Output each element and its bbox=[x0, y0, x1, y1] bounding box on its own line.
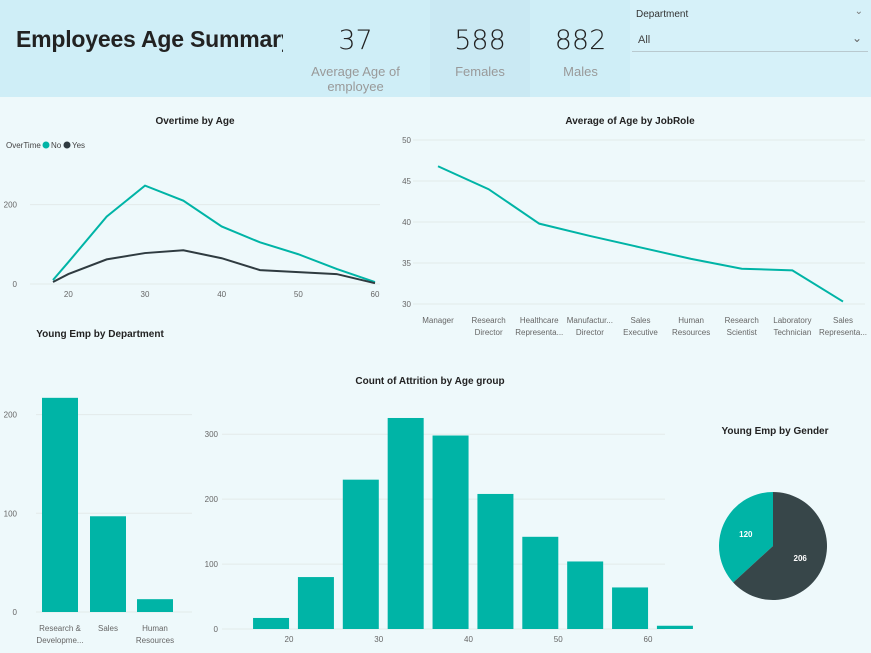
chevron-down-icon: ⌄ bbox=[851, 31, 862, 45]
bar[interactable] bbox=[297, 577, 334, 629]
x-tick-label: Research bbox=[725, 316, 759, 325]
x-tick-label: Scientist bbox=[727, 328, 758, 337]
x-tick-label: Director bbox=[576, 328, 604, 337]
bar[interactable] bbox=[137, 599, 173, 612]
y-tick-label: 100 bbox=[4, 509, 18, 518]
chart-title-overtime: Overtime by Age bbox=[155, 116, 235, 127]
y-tick-label: 100 bbox=[205, 560, 219, 569]
x-tick-label: Resources bbox=[672, 328, 710, 337]
series-line-yes[interactable] bbox=[52, 249, 376, 285]
x-tick-label: Director bbox=[475, 328, 503, 337]
x-tick-label: 60 bbox=[644, 635, 653, 644]
bar[interactable] bbox=[253, 617, 290, 629]
x-tick-label: 50 bbox=[554, 635, 563, 644]
x-tick-label: Sales bbox=[833, 316, 853, 325]
bar[interactable] bbox=[612, 587, 649, 629]
x-tick-label: Manufactur... bbox=[567, 316, 613, 325]
y-tick-label: 0 bbox=[214, 625, 219, 634]
series-line-no[interactable] bbox=[52, 184, 376, 283]
legend-label-no: No bbox=[51, 141, 62, 150]
slicer-label: Department bbox=[636, 9, 689, 20]
y-tick-label: 200 bbox=[4, 201, 18, 210]
y-tick-label: 40 bbox=[402, 218, 411, 227]
department-dropdown[interactable]: All ⌄ bbox=[632, 28, 868, 52]
kpi-females[interactable]: 588 Females bbox=[430, 0, 530, 97]
x-tick-label: Representa... bbox=[819, 328, 867, 337]
y-tick-label: 200 bbox=[205, 495, 219, 504]
y-tick-label: 30 bbox=[402, 300, 411, 309]
x-tick-label: 30 bbox=[141, 290, 150, 299]
x-tick-label: Laboratory bbox=[773, 316, 811, 325]
x-tick-label: 50 bbox=[294, 290, 303, 299]
x-tick-label: Human bbox=[142, 624, 168, 633]
chart-title-jobrole: Average of Age by JobRole bbox=[565, 116, 695, 127]
x-tick-label: 30 bbox=[374, 635, 383, 644]
y-tick-label: 200 bbox=[4, 411, 18, 420]
y-tick-label: 0 bbox=[13, 608, 18, 617]
x-tick-label: Sales bbox=[630, 316, 650, 325]
kpi-average-age[interactable]: 37 Average Age of employee bbox=[283, 0, 428, 97]
x-tick-label: Representa... bbox=[515, 328, 563, 337]
collapse-chevron-icon[interactable]: ⌄ bbox=[854, 6, 863, 17]
bar[interactable] bbox=[656, 625, 693, 629]
legend-label-yes: Yes bbox=[72, 141, 85, 150]
x-tick-label: Resources bbox=[136, 636, 174, 645]
kpi-value: 882 bbox=[554, 25, 607, 56]
bar[interactable] bbox=[90, 516, 126, 612]
x-tick-label: 60 bbox=[371, 290, 380, 299]
x-tick-label: Sales bbox=[98, 624, 118, 633]
x-tick-label: 40 bbox=[464, 635, 473, 644]
bar[interactable] bbox=[342, 479, 379, 629]
x-tick-label: 40 bbox=[217, 290, 226, 299]
bar[interactable] bbox=[522, 536, 559, 629]
kpi-value: 37 bbox=[338, 25, 373, 56]
kpi-label: Males bbox=[563, 64, 598, 79]
x-tick-label: Research bbox=[472, 316, 506, 325]
chart-title-gender: Young Emp by Gender bbox=[721, 426, 829, 437]
dropdown-selected-value: All bbox=[638, 34, 651, 46]
department-slicer: Department ⌄ All ⌄ bbox=[630, 0, 871, 97]
x-tick-label: Human bbox=[678, 316, 704, 325]
chart-title-department: Young Emp by Department bbox=[36, 329, 164, 340]
x-tick-label: Technician bbox=[773, 328, 811, 337]
bar[interactable] bbox=[567, 561, 604, 629]
chart-title-attrition: Count of Attrition by Age group bbox=[355, 376, 505, 387]
y-tick-label: 50 bbox=[402, 136, 411, 145]
legend-marker-yes[interactable] bbox=[63, 141, 71, 149]
pie-slice[interactable] bbox=[718, 492, 773, 583]
series-line-average-age[interactable] bbox=[437, 165, 844, 303]
page-title: Employees Age Summary bbox=[16, 26, 294, 52]
y-tick-label: 0 bbox=[13, 280, 18, 289]
legend-marker-no[interactable] bbox=[42, 141, 50, 149]
y-tick-label: 45 bbox=[402, 177, 411, 186]
header-bar: Employees Age Summary 37 Average Age of … bbox=[0, 0, 871, 97]
pie-data-label: 206 bbox=[794, 554, 808, 563]
x-tick-label: 20 bbox=[64, 290, 73, 299]
bar[interactable] bbox=[432, 435, 469, 629]
kpi-label: Females bbox=[455, 64, 505, 79]
x-tick-label: Developme... bbox=[36, 636, 83, 645]
x-tick-label: Executive bbox=[623, 328, 658, 337]
x-tick-label: Healthcare bbox=[520, 316, 559, 325]
bar[interactable] bbox=[477, 493, 514, 629]
legend-title: OverTime bbox=[6, 141, 41, 150]
pie-slice[interactable] bbox=[733, 492, 827, 601]
x-tick-label: Manager bbox=[422, 316, 454, 325]
pie-data-label: 120 bbox=[739, 530, 753, 539]
y-tick-label: 300 bbox=[205, 430, 219, 439]
kpi-males[interactable]: 882 Males bbox=[533, 0, 628, 97]
kpi-label: Average Age of employee bbox=[311, 64, 400, 94]
y-tick-label: 35 bbox=[402, 259, 411, 268]
x-tick-label: 20 bbox=[285, 635, 294, 644]
bar[interactable] bbox=[387, 417, 424, 629]
x-tick-label: Research & bbox=[39, 624, 81, 633]
kpi-value: 588 bbox=[454, 25, 506, 56]
bar[interactable] bbox=[42, 397, 78, 612]
